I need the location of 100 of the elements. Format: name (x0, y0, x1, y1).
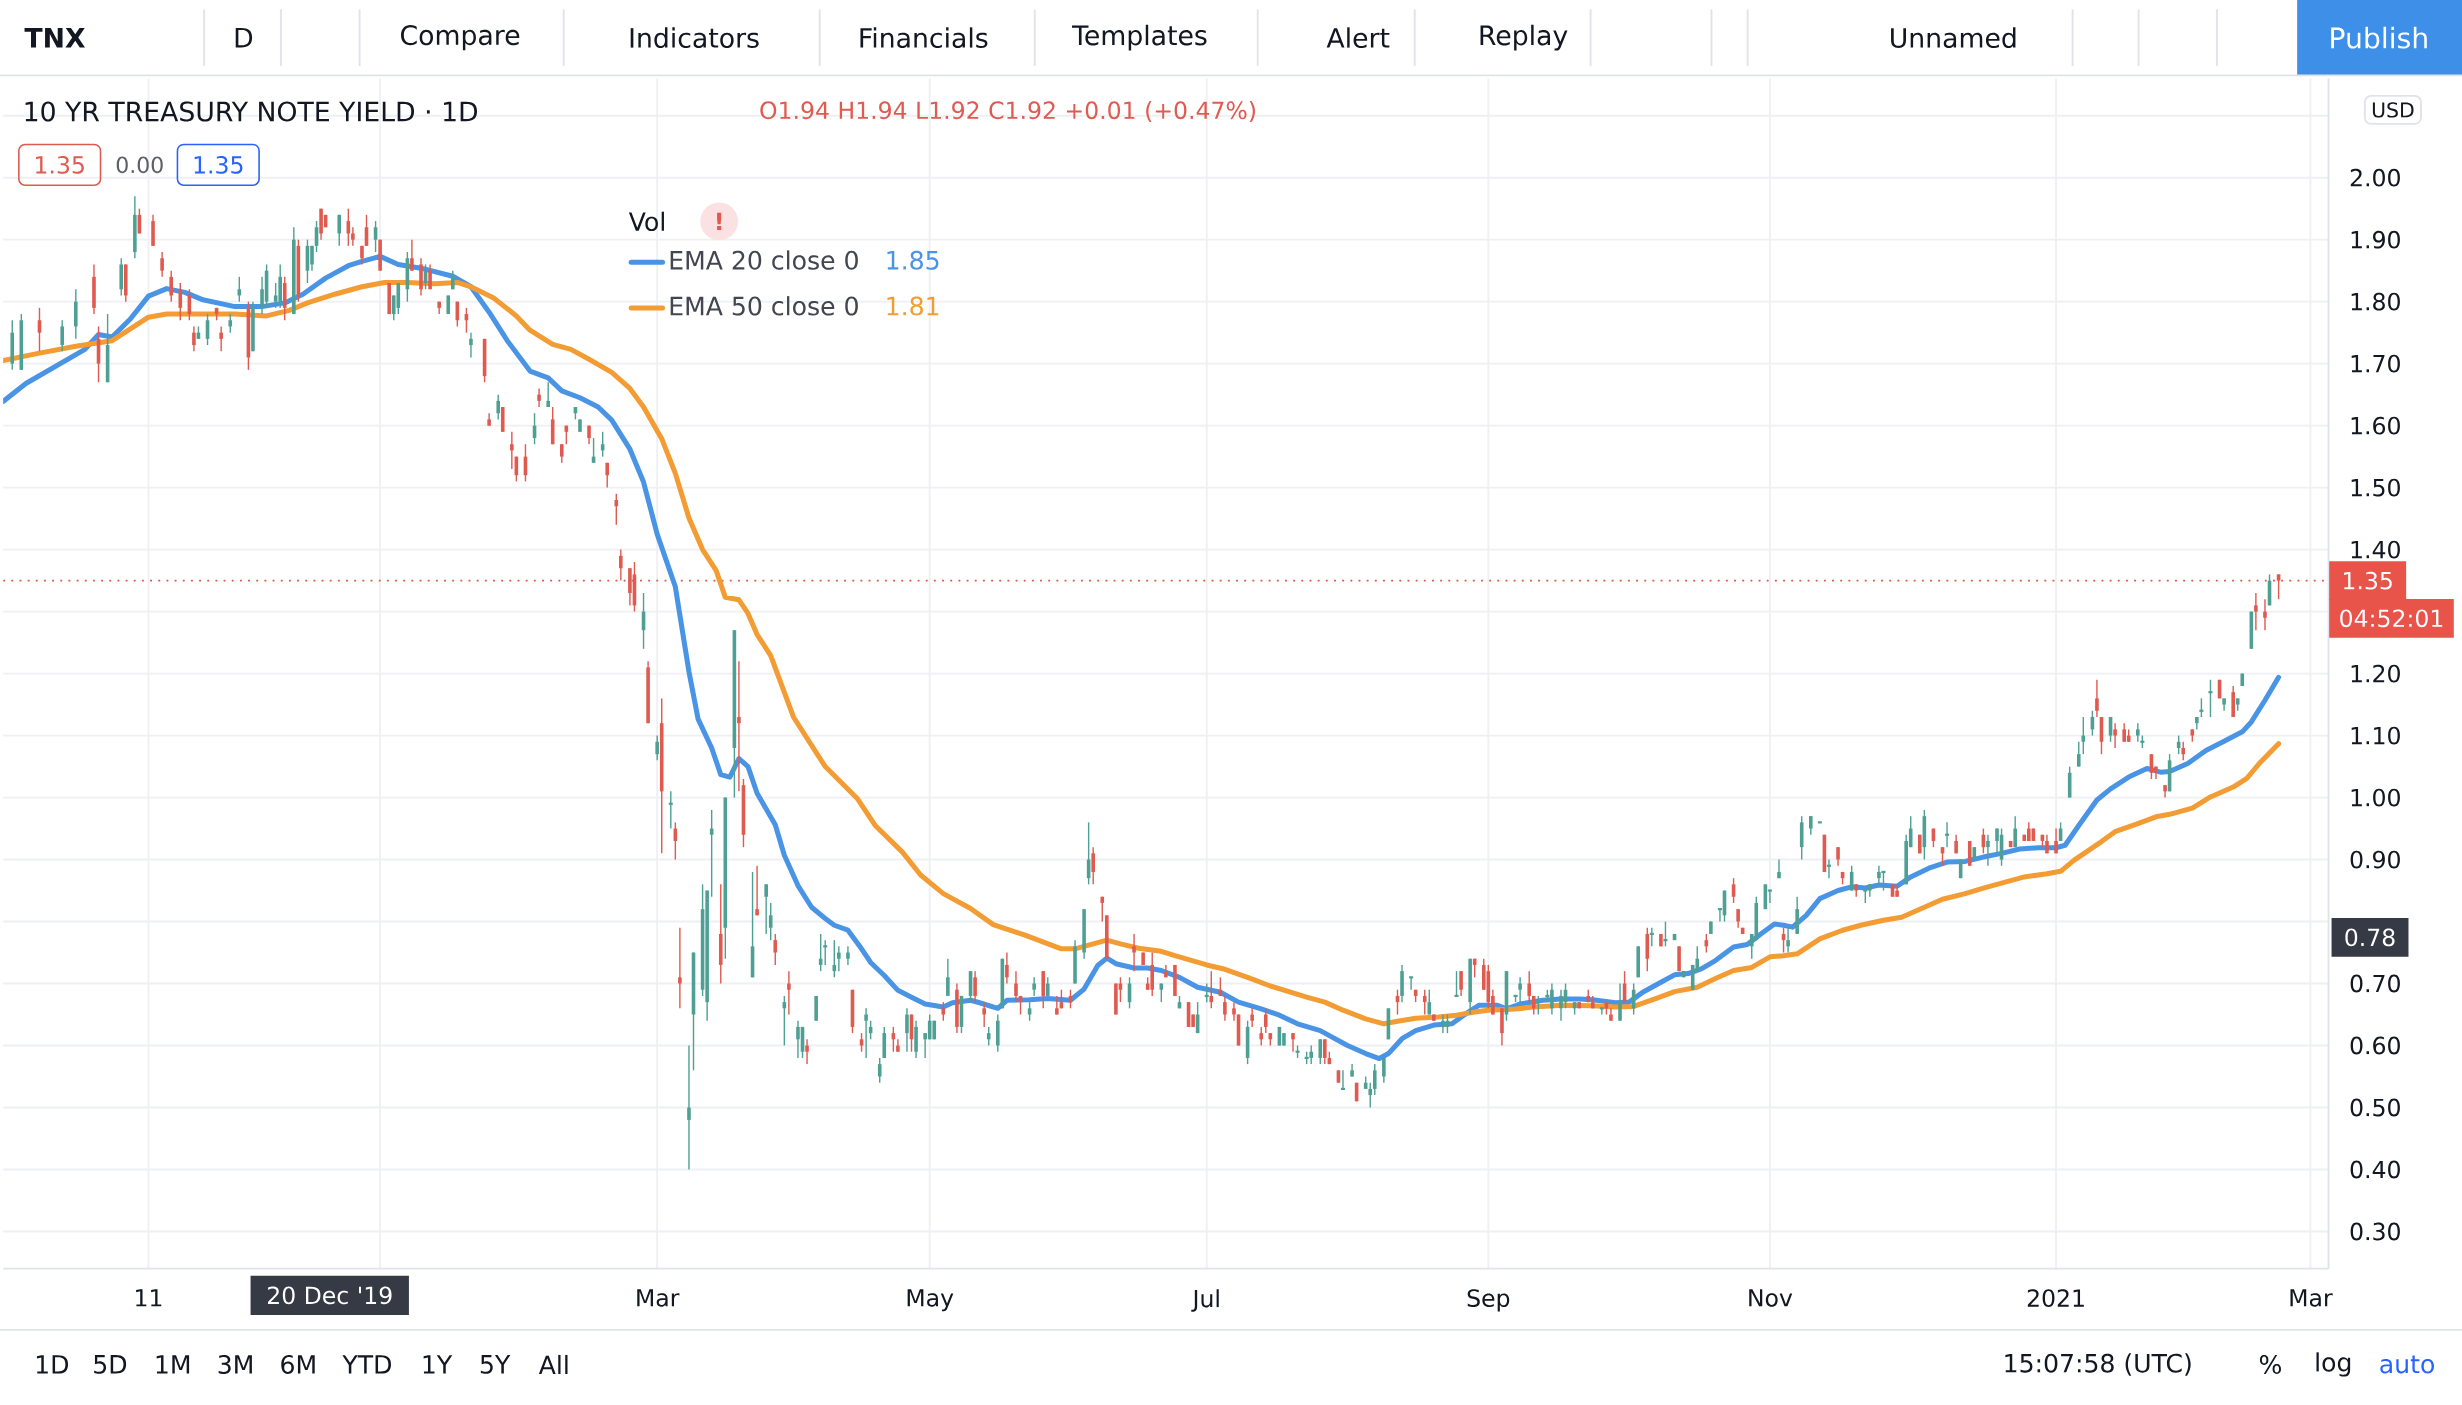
candlestick (959, 995, 964, 1034)
text: 3M (218, 1354, 252, 1374)
candlestick (1386, 1007, 1391, 1040)
candlestick (1527, 970, 1532, 1003)
y-tick-label: 0.90 (2350, 850, 2400, 869)
candlestick (941, 1001, 946, 1022)
candlestick (796, 1019, 800, 1059)
candlestick (1105, 914, 1109, 960)
candlestick (986, 1026, 991, 1047)
candlestick (1232, 1001, 1236, 1022)
candlestick (1954, 833, 1958, 854)
candlestick (1236, 1013, 1241, 1047)
candlestick (1173, 964, 1177, 997)
candlestick (187, 288, 192, 321)
annotation: 1.85 (887, 250, 939, 270)
candlestick (2254, 592, 2258, 631)
candlestick (723, 796, 728, 960)
text: Replay (1480, 24, 1568, 51)
y-tick-label: 1.20 (2351, 664, 2400, 683)
candlestick (837, 945, 841, 972)
legend-label: EMA 20 close 0 (670, 250, 858, 270)
candlestick (1504, 970, 1509, 1022)
candlestick (1014, 970, 1018, 1003)
candlestick (641, 592, 646, 650)
candlestick (137, 207, 142, 235)
candlestick (718, 883, 723, 985)
candlestick (1027, 1001, 1032, 1022)
candlestick (123, 263, 128, 303)
text: USD (2372, 102, 2414, 118)
x-tick-label: 11 (136, 1289, 162, 1307)
candlestick (1922, 809, 1927, 861)
text: 04:52:01 (2340, 609, 2443, 628)
candlestick (360, 245, 364, 266)
candlestick (1150, 951, 1155, 997)
annotation: 1.35 (36, 155, 84, 174)
text: Indicators (630, 27, 759, 48)
candlestick (1986, 833, 1990, 867)
candlestick (1082, 908, 1086, 960)
candlestick (396, 282, 401, 315)
candlestick (510, 430, 514, 470)
x-tick-label: Mar (637, 1289, 680, 1307)
candlestick (1291, 1032, 1295, 1053)
candlestick (800, 1026, 805, 1059)
candlestick (160, 251, 164, 278)
candlestick (1836, 846, 1840, 867)
candlestick (2249, 610, 2254, 650)
candlestick (1559, 988, 1563, 1022)
y-tick-label: 0.60 (2350, 1036, 2400, 1055)
candlestick (264, 263, 269, 309)
candlestick (1795, 895, 1799, 935)
candlestick (1091, 846, 1095, 885)
candlestick (1518, 976, 1522, 1003)
candlestick (1531, 995, 1536, 1016)
text: Publish (2331, 26, 2427, 49)
text: 0.78 (2345, 928, 2395, 947)
text: 5Y (480, 1354, 511, 1374)
candlestick (419, 257, 423, 297)
candlestick (410, 238, 414, 272)
y-tick-label: 1.50 (2351, 478, 2400, 497)
text: Unnamed (1891, 27, 2016, 48)
candlestick (2108, 716, 2113, 743)
candlestick (678, 926, 682, 1009)
candlestick (2181, 740, 2186, 761)
candlestick (1223, 995, 1227, 1022)
candlestick (955, 982, 959, 1034)
y-tick-label: 1.90 (2351, 230, 2400, 249)
candlestick (996, 1013, 1000, 1053)
candlestick (787, 970, 791, 1016)
x-tick-label: Mar (2290, 1289, 2333, 1307)
candlestick (741, 778, 746, 848)
candlestick (455, 300, 460, 328)
candlestick (882, 1026, 887, 1059)
candlestick (1250, 1007, 1254, 1028)
candlestick (687, 1044, 691, 1171)
candlestick (2026, 821, 2031, 842)
candlestick (292, 226, 296, 316)
y-tick-label: 1.40 (2351, 540, 2400, 559)
candlestick (1245, 1019, 1250, 1065)
text: Financials (860, 27, 988, 48)
candlestick (2076, 740, 2081, 768)
y-tick-label: 0.30 (2350, 1222, 2400, 1241)
text: 1D (36, 1355, 69, 1374)
text: Compare (401, 24, 520, 51)
candlestick (450, 269, 455, 290)
candlestick (105, 313, 110, 383)
candlestick (1427, 988, 1432, 1016)
candlestick (764, 883, 768, 935)
text: 5D (94, 1354, 127, 1374)
candlestick (169, 269, 174, 303)
legend-label: EMA 50 close 0 (670, 296, 858, 316)
candlestick (1372, 1063, 1377, 1096)
candlestick (314, 220, 319, 253)
text: 20 Dec '19 (267, 1286, 392, 1305)
text: O1.94 H1.94 L1.92 C1.92 +0.01 (+0.47%) (760, 100, 1255, 122)
candlestick (946, 957, 950, 997)
candlestick (909, 1013, 914, 1053)
candlestick (1209, 970, 1214, 1009)
text: log (2316, 1352, 2351, 1377)
candlestick (1849, 864, 1854, 892)
candlestick (151, 214, 155, 247)
